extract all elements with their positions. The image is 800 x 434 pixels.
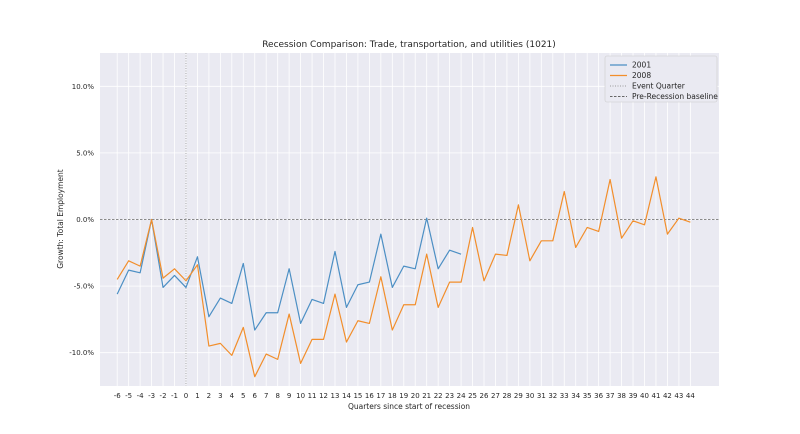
x-axis-ticks: -6 -5 -4 -3 -2 -1 0 1 2 3 4 5 6 7 8 9 10 11 12 13 14 15 16 17 18… <box>114 392 696 400</box>
x-tick-label: 30 <box>525 392 534 400</box>
series-line-2008 <box>116 176 691 378</box>
x-tick-label: 35 <box>583 392 592 400</box>
y-tick-label: -5.0% <box>74 283 95 291</box>
legend-box <box>604 55 718 103</box>
x-tick-label: 43 <box>674 392 683 400</box>
x-tick-label: 0 <box>184 392 188 400</box>
x-tick-label: 10 <box>296 392 305 400</box>
x-tick-label: 38 <box>617 392 626 400</box>
y-tick-label: 5.0% <box>76 149 94 157</box>
x-tick-label: 39 <box>629 392 638 400</box>
x-tick-label: 16 <box>365 392 374 400</box>
x-tick-label: 12 <box>319 392 328 400</box>
x-tick-label: 8 <box>275 392 279 400</box>
x-tick-label: 37 <box>606 392 615 400</box>
x-tick-label: 33 <box>560 392 569 400</box>
x-tick-label: -2 <box>160 392 167 400</box>
x-tick-label: -1 <box>171 392 178 400</box>
x-tick-label: 22 <box>434 392 443 400</box>
x-tick-label: 13 <box>331 392 340 400</box>
x-tick-label: 41 <box>651 392 660 400</box>
y-axis-label: Growth: Total Employment <box>56 169 65 269</box>
x-tick-label: 32 <box>548 392 557 400</box>
y-axis-ticks: -10.0% -5.0% 0.0% 5.0% 10.0% <box>69 83 94 357</box>
x-tick-label: 14 <box>342 392 351 400</box>
x-tick-label: 9 <box>287 392 291 400</box>
x-tick-label: 2 <box>207 392 211 400</box>
x-tick-label: 1 <box>195 392 199 400</box>
x-tick-label: 34 <box>571 392 580 400</box>
x-tick-label: 44 <box>686 392 695 400</box>
legend-label: 2001 <box>632 61 651 70</box>
x-tick-label: 18 <box>388 392 397 400</box>
y-tick-label: -10.0% <box>69 349 94 357</box>
x-tick-label: 7 <box>264 392 268 400</box>
x-tick-label: 24 <box>457 392 466 400</box>
x-tick-label: -3 <box>148 392 155 400</box>
legend-label: 2008 <box>632 71 651 80</box>
legend-label: Event Quarter <box>632 82 686 91</box>
x-tick-label: 5 <box>241 392 245 400</box>
x-tick-label: 17 <box>376 392 385 400</box>
y-tick-label: 10.0% <box>72 83 95 91</box>
chart-title: Recession Comparison: Trade, transportat… <box>262 40 556 50</box>
x-tick-label: 15 <box>353 392 362 400</box>
x-tick-label: 20 <box>411 392 420 400</box>
y-tick-label: 0.0% <box>76 216 94 224</box>
reference-lines <box>100 53 719 386</box>
x-tick-label: 25 <box>468 392 477 400</box>
x-tick-label: 28 <box>502 392 511 400</box>
x-tick-label: 40 <box>640 392 649 400</box>
x-tick-label: 31 <box>537 392 546 400</box>
x-tick-label: 36 <box>594 392 603 400</box>
series-lines <box>116 176 691 378</box>
x-tick-label: 26 <box>480 392 489 400</box>
x-tick-label: 27 <box>491 392 500 400</box>
x-tick-label: 42 <box>663 392 672 400</box>
x-tick-label: 4 <box>230 392 235 400</box>
x-tick-label: -4 <box>137 392 145 400</box>
x-tick-label: 23 <box>445 392 454 400</box>
series-line-2001 <box>116 217 462 331</box>
x-tick-label: 29 <box>514 392 523 400</box>
x-tick-label: 3 <box>218 392 222 400</box>
x-tick-label: -5 <box>125 392 132 400</box>
x-tick-label: -6 <box>114 392 122 400</box>
x-tick-label: 11 <box>308 392 317 400</box>
x-tick-label: 19 <box>399 392 408 400</box>
x-axis-label: Quarters since start of recession <box>348 402 470 411</box>
x-tick-label: 6 <box>253 392 258 400</box>
legend-label: Pre-Recession baseline <box>632 92 718 101</box>
x-tick-label: 21 <box>422 392 431 400</box>
